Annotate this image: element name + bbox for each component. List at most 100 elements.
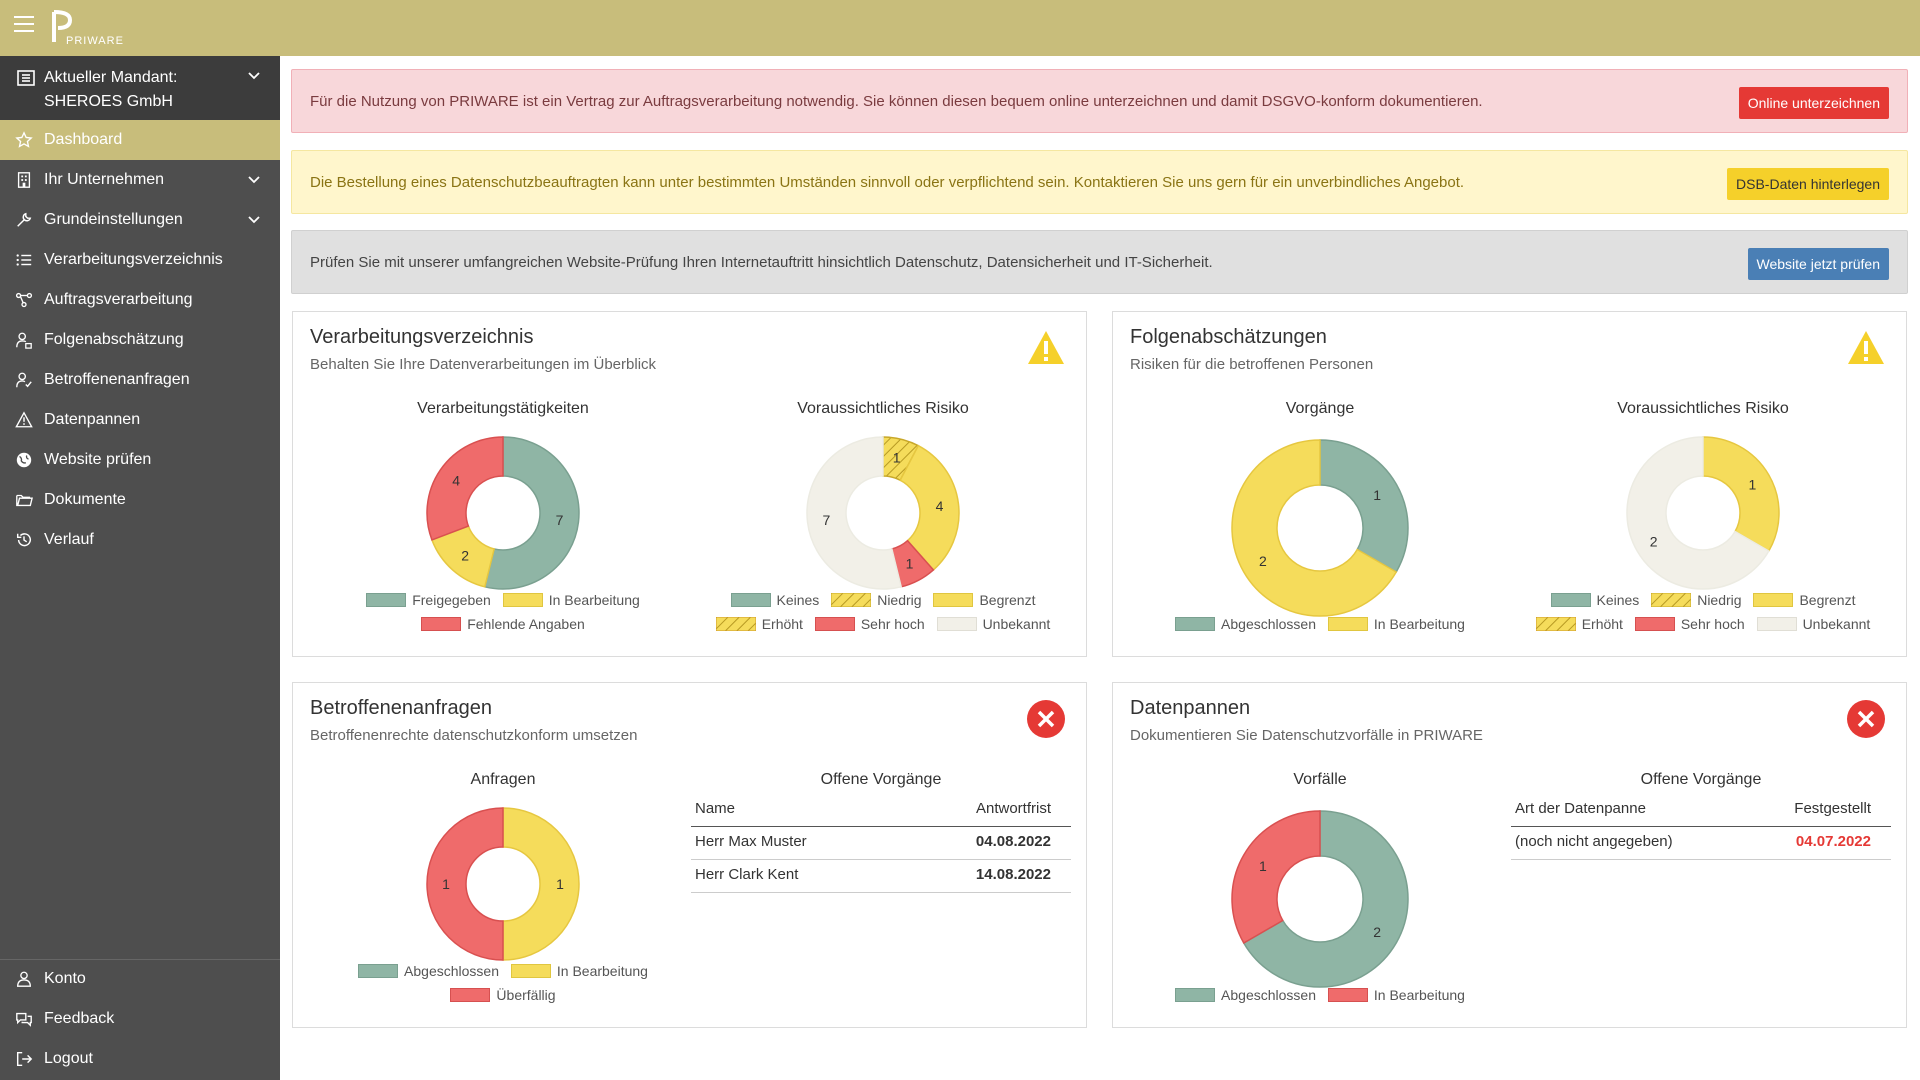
chevron-down-icon [246, 212, 262, 233]
card-subtitle: Behalten Sie Ihre Datenverarbeitungen im… [310, 356, 657, 373]
website-alert-text: Prüfen Sie mit unserer umfangreichen Web… [310, 254, 1213, 271]
legend-item: Freigegeben [366, 588, 491, 612]
table-title: Offene Vorgänge [1640, 771, 1762, 788]
donut-chart-vorfaelle: 21 [1231, 810, 1409, 988]
wrench-icon [14, 210, 34, 230]
logo-mark-icon [52, 10, 73, 42]
online-sign-button[interactable]: Online unterzeichnen [1738, 87, 1889, 119]
donut-chart-risiko: 1 4 1 7 [806, 436, 960, 590]
error-circle-icon [1847, 700, 1885, 738]
sidebar-item-ihr-unternehmen[interactable]: Ihr Unternehmen [0, 160, 280, 200]
dsb-alert: Die Bestellung eines Datenschutzbeauftra… [291, 150, 1908, 214]
pie-slice[interactable] [1702, 436, 1780, 553]
sidebar-item-betroffenenanfragen[interactable]: Betroffenenanfragen [0, 360, 280, 400]
legend-item: In Bearbeitung [1327, 983, 1465, 1007]
card-betroffenenanfragen[interactable]: Betroffenenanfragen Betroffenenrechte da… [292, 682, 1087, 1028]
card-subtitle: Dokumentieren Sie Datenschutzvorfälle in… [1130, 727, 1483, 744]
hamburger-menu-icon[interactable] [14, 16, 34, 32]
legend-item: Fehlende Angaben [421, 612, 585, 636]
pie-slice[interactable] [899, 444, 960, 571]
pie-slice[interactable] [1231, 810, 1321, 945]
legend-item: Keines [730, 588, 819, 612]
sidebar-item-folgenabschätzung[interactable]: Folgenabschätzung [0, 320, 280, 360]
sidebar-item-logout[interactable]: Logout [0, 1039, 280, 1079]
chart-title: Voraussichtliches Risiko [797, 400, 969, 417]
mandant-name: SHEROES GmbH [44, 93, 173, 110]
sidebar-item-label: Logout [44, 1050, 93, 1067]
pie-slice-label: 1 [906, 555, 914, 571]
pie-slice-label: 1 [442, 876, 450, 892]
legend-item: Begrenzt [933, 588, 1036, 612]
pie-slice-label: 4 [452, 473, 460, 489]
sidebar-item-datenpannen[interactable]: Datenpannen [0, 400, 280, 440]
pie-slice[interactable] [426, 807, 504, 961]
pie-slice[interactable] [426, 436, 504, 541]
legend-item: Unbekannt [936, 612, 1050, 636]
donut-chart-vorgaenge: 12 [1231, 439, 1409, 617]
pie-slice[interactable] [502, 807, 580, 961]
table-row-name[interactable]: Herr Clark Kent [695, 866, 799, 883]
pie-slice-label: 2 [461, 548, 469, 564]
sidebar-item-label: Website prüfen [44, 451, 152, 468]
pie-slice-label: 1 [556, 876, 564, 892]
donut-chart-verarbeitungstaetigkeiten: 7 2 4 [426, 436, 580, 590]
globe-icon [14, 450, 34, 470]
legend-item: Abgeschlossen [1175, 612, 1316, 636]
sidebar-item-dashboard[interactable]: Dashboard [0, 120, 280, 160]
folder-icon [14, 490, 34, 510]
sidebar-item-dokumente[interactable]: Dokumente [0, 480, 280, 520]
pie-slice[interactable] [1626, 436, 1770, 590]
sidebar-item-website-prüfen[interactable]: Website prüfen [0, 440, 280, 480]
sidebar-item-konto[interactable]: Konto [0, 959, 280, 999]
error-circle-icon [1027, 700, 1065, 738]
table-row-name[interactable]: (noch nicht angegeben) [1515, 833, 1673, 850]
donut-chart-anfragen: 11 [426, 807, 580, 961]
card-title: Betroffenenanfragen [310, 697, 493, 719]
table-title: Offene Vorgänge [820, 771, 942, 788]
network-icon [14, 290, 34, 310]
website-check-button[interactable]: Website jetzt prüfen [1747, 248, 1889, 280]
sidebar-item-auftragsverarbeitung[interactable]: Auftragsverarbeitung [0, 280, 280, 320]
sidebar-item-verlauf[interactable]: Verlauf [0, 520, 280, 560]
sidebar-divider [0, 959, 280, 960]
dsb-data-button[interactable]: DSB-Daten hinterlegen [1727, 168, 1889, 200]
pie-slice-label: 7 [556, 512, 564, 528]
pie-slice[interactable] [483, 436, 580, 590]
chart-title: Vorgänge [1285, 400, 1355, 417]
sidebar-item-label: Auftragsverarbeitung [44, 291, 193, 308]
sidebar-item-label: Dashboard [44, 131, 123, 148]
table-header-name: Art der Datenpanne [1515, 800, 1646, 817]
pie-slice[interactable] [1231, 439, 1398, 617]
table-row-name[interactable]: Herr Max Muster [695, 833, 807, 850]
pie-slice-label: 1 [1748, 477, 1756, 493]
legend-item: In Bearbeitung [502, 588, 640, 612]
sidebar-item-grundeinstellungen[interactable]: Grundeinstellungen [0, 200, 280, 240]
mandant-selector[interactable]: Aktueller Mandant: SHEROES GmbH [0, 56, 280, 120]
logo[interactable]: PRIWARE [50, 8, 130, 50]
card-verarbeitungsverzeichnis[interactable]: Verarbeitungsverzeichnis Behalten Sie Ih… [292, 311, 1087, 657]
pie-slice-label: 1 [1373, 487, 1381, 503]
sidebar-item-label: Datenpannen [44, 411, 141, 428]
chart-title: Vorfälle [1293, 771, 1347, 788]
pie-slice-label: 2 [1373, 924, 1381, 940]
pie-slice[interactable] [1319, 439, 1409, 574]
chart-title: Anfragen [470, 771, 536, 788]
card-folgenabschaetzungen[interactable]: Folgenabschätzungen Risiken für die betr… [1112, 311, 1907, 657]
sidebar-item-label: Verarbeitungsverzeichnis [44, 251, 223, 268]
chevron-down-icon [246, 172, 262, 193]
card-title: Folgenabschätzungen [1130, 326, 1327, 348]
sidebar-item-verarbeitungsverzeichnis[interactable]: Verarbeitungsverzeichnis [0, 240, 280, 280]
building-list-icon [16, 68, 36, 93]
chart-legend: Abgeschlossen In Bearbeitung Überfällig [343, 959, 663, 1007]
pie-slice[interactable] [806, 436, 903, 590]
table-row-date: 14.08.2022 [975, 866, 1051, 883]
mandant-label: Aktueller Mandant: [44, 69, 178, 86]
card-datenpannen[interactable]: Datenpannen Dokumentieren Sie Datenschut… [1112, 682, 1907, 1028]
pie-slice[interactable] [1242, 810, 1409, 988]
table-row-date: 04.08.2022 [975, 833, 1051, 850]
card-title: Datenpannen [1130, 697, 1251, 719]
sidebar-item-label: Konto [44, 970, 86, 987]
sidebar-item-feedback[interactable]: Feedback [0, 999, 280, 1039]
contract-alert: Für die Nutzung von PRIWARE ist ein Vert… [291, 69, 1908, 133]
chart-title: Voraussichtliches Risiko [1617, 400, 1789, 417]
